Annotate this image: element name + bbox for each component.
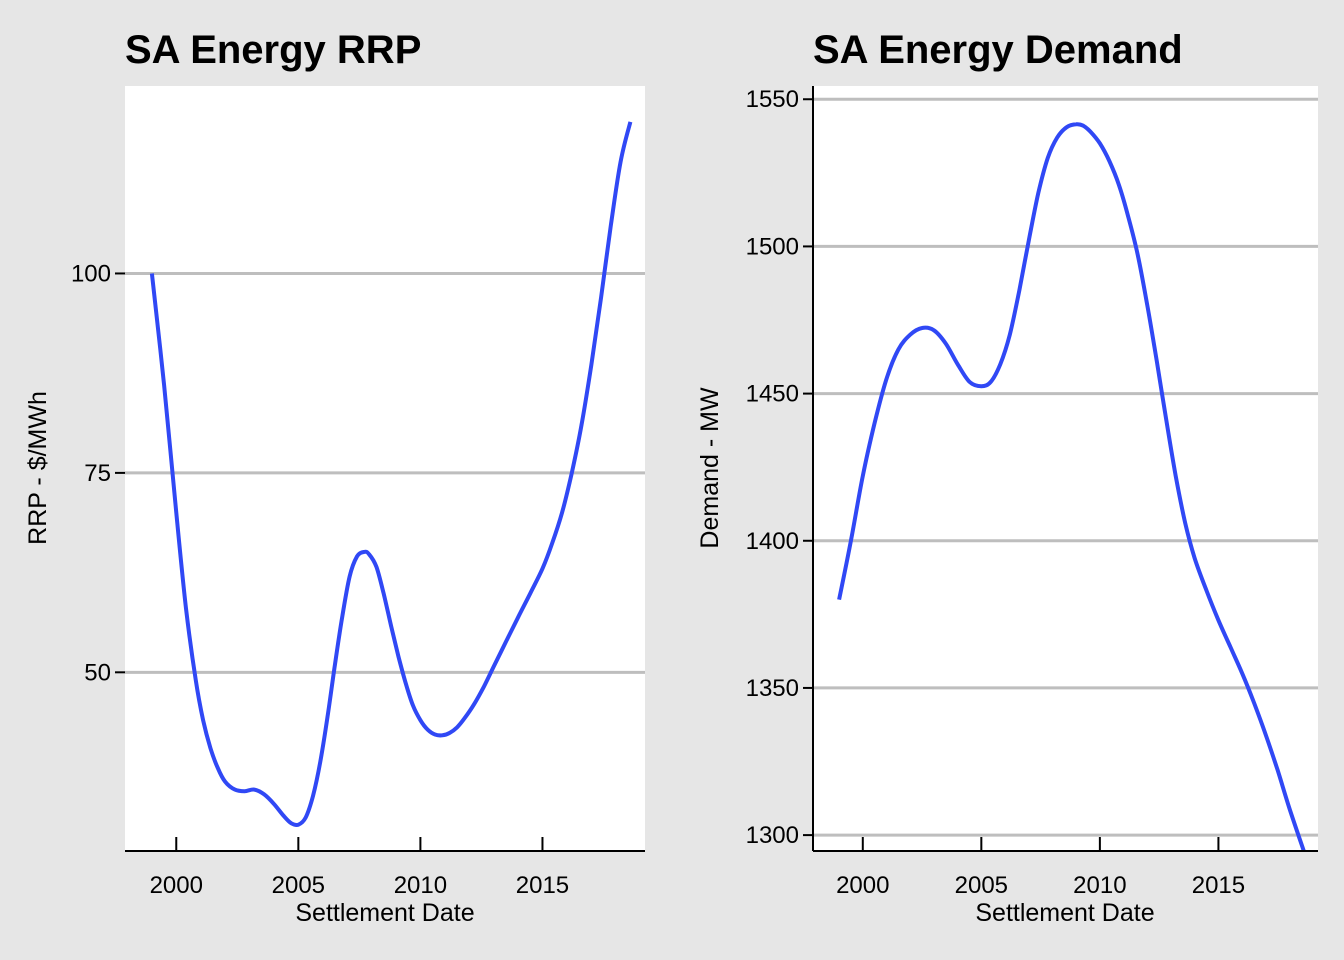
demand-plot-panel xyxy=(813,86,1318,851)
rrp-chart: SA Energy RRP 50 75 100 2000 2005 2010 2015 Se… xyxy=(24,28,645,927)
rrp-x-tick-label-2005: 2005 xyxy=(272,872,325,899)
demand-y-tick-label-1400: 1400 xyxy=(746,528,799,555)
demand-gridlines xyxy=(813,97,1318,837)
rrp-y-tick-label-100: 100 xyxy=(71,260,111,287)
rrp-x-tick-label-2000: 2000 xyxy=(150,872,203,899)
demand-y-tick-label-1500: 1500 xyxy=(746,233,799,260)
demand-chart: SA Energy Demand 1300 1350 1400 1450 1500 155… xyxy=(696,28,1318,927)
rrp-x-axis-label: Settlement Date xyxy=(295,899,474,927)
rrp-series-line xyxy=(149,121,633,828)
demand-y-tick-label-1450: 1450 xyxy=(746,381,799,408)
demand-x-axis-label: Settlement Date xyxy=(975,899,1154,927)
demand-y-tick-label-1300: 1300 xyxy=(746,822,799,849)
rrp-chart-title: SA Energy RRP xyxy=(125,28,421,72)
demand-series-line xyxy=(837,122,1306,852)
demand-chart-title: SA Energy Demand xyxy=(813,28,1183,72)
demand-x-tick-label-2000: 2000 xyxy=(836,872,889,899)
demand-tick-labels: 1300 1350 1400 1450 1500 1550 2000 2005 2010 2015 xyxy=(746,86,1246,899)
demand-x-tick-label-2015: 2015 xyxy=(1192,872,1245,899)
demand-y-axis-label: Demand - MW xyxy=(696,387,724,549)
rrp-x-tick-label-2015: 2015 xyxy=(516,872,569,899)
demand-x-tick-label-2010: 2010 xyxy=(1073,872,1126,899)
rrp-plot-panel xyxy=(125,86,645,851)
rrp-tick-labels: 50 75 100 2000 2005 2010 2015 xyxy=(71,260,569,899)
rrp-y-axis-label: RRP - $/MWh xyxy=(24,391,52,545)
rrp-y-tick-label-75: 75 xyxy=(84,460,111,487)
demand-y-tick-label-1350: 1350 xyxy=(746,675,799,702)
demand-x-tick-label-2005: 2005 xyxy=(955,872,1008,899)
demand-y-tick-label-1550: 1550 xyxy=(746,86,799,113)
rrp-x-tick-label-2010: 2010 xyxy=(394,872,447,899)
rrp-gridlines xyxy=(125,271,645,674)
rrp-y-tick-label-50: 50 xyxy=(84,659,111,686)
